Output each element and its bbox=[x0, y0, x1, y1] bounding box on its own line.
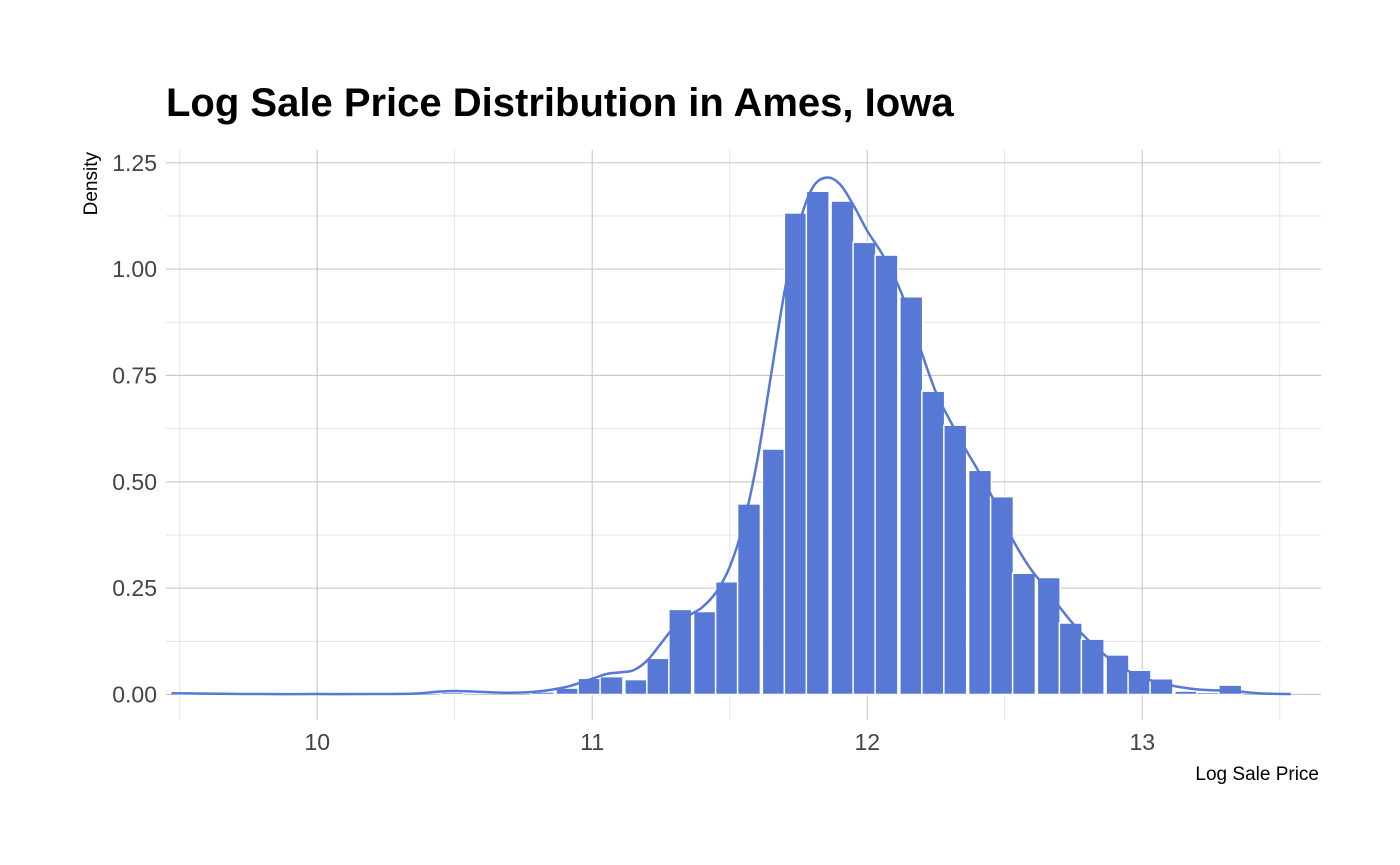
x-axis-ticks: 10 11 12 13 bbox=[304, 729, 1155, 755]
histogram-bar bbox=[646, 657, 671, 696]
y-tick-label: 0.25 bbox=[112, 575, 157, 601]
y-axis-ticks: 0.00 0.25 0.50 0.75 1.00 1.25 bbox=[112, 150, 157, 708]
x-tick-label: 11 bbox=[580, 729, 604, 755]
x-axis-title: Log Sale Price bbox=[1195, 764, 1319, 785]
histogram-bar bbox=[1058, 622, 1083, 696]
histogram-bar bbox=[692, 610, 718, 696]
y-axis-title: Density bbox=[81, 152, 102, 216]
histogram-bar bbox=[1196, 691, 1221, 696]
histogram-bar bbox=[668, 608, 693, 696]
y-tick-label: 0.50 bbox=[112, 469, 157, 495]
histogram-bar bbox=[1080, 638, 1105, 696]
histogram-bar bbox=[714, 581, 740, 696]
histogram-bar bbox=[624, 678, 649, 696]
histogram-bar bbox=[439, 691, 465, 696]
x-tick-label: 13 bbox=[1129, 729, 1155, 755]
histogram-bar bbox=[874, 254, 899, 696]
y-tick-label: 1.25 bbox=[112, 150, 157, 176]
histogram-bar bbox=[761, 448, 786, 696]
histogram-bar bbox=[830, 200, 855, 696]
histogram-bar bbox=[805, 190, 830, 696]
histogram-bar bbox=[1011, 572, 1037, 696]
histogram-bar bbox=[967, 469, 993, 696]
histogram-bar bbox=[1174, 690, 1199, 696]
histogram-bar bbox=[1105, 654, 1130, 696]
x-tick-label: 10 bbox=[304, 729, 330, 755]
y-tick-label: 0.75 bbox=[112, 362, 157, 388]
y-tick-label: 0.00 bbox=[112, 681, 157, 707]
chart-title: Log Sale Price Distribution in Ames, Iow… bbox=[166, 81, 954, 125]
histogram-bar bbox=[989, 495, 1015, 696]
histogram-bar bbox=[783, 212, 808, 696]
density-curve bbox=[171, 176, 1291, 696]
histogram-bar bbox=[852, 241, 877, 696]
histogram-bar bbox=[899, 296, 924, 696]
histogram-bar bbox=[943, 424, 968, 696]
histogram-bar bbox=[599, 675, 624, 696]
histogram-bar bbox=[921, 390, 946, 696]
histogram-bars bbox=[173, 190, 1243, 696]
x-tick-label: 12 bbox=[854, 729, 880, 755]
y-tick-label: 1.00 bbox=[112, 256, 157, 282]
histogram-bar bbox=[1036, 576, 1061, 696]
